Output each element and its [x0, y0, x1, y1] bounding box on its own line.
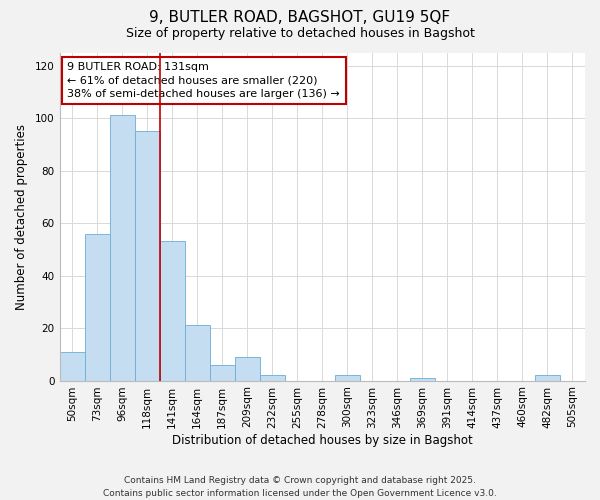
Bar [59, 352, 85, 380]
Bar [335, 376, 360, 380]
Text: 9, BUTLER ROAD, BAGSHOT, GU19 5QF: 9, BUTLER ROAD, BAGSHOT, GU19 5QF [149, 10, 451, 25]
Bar [134, 131, 160, 380]
Bar [535, 376, 560, 380]
Text: Contains HM Land Registry data © Crown copyright and database right 2025.
Contai: Contains HM Land Registry data © Crown c… [103, 476, 497, 498]
Bar [209, 365, 235, 380]
Text: Size of property relative to detached houses in Bagshot: Size of property relative to detached ho… [125, 28, 475, 40]
X-axis label: Distribution of detached houses by size in Bagshot: Distribution of detached houses by size … [172, 434, 473, 448]
Bar [185, 326, 209, 380]
Bar [410, 378, 435, 380]
Text: 9 BUTLER ROAD: 131sqm
← 61% of detached houses are smaller (220)
38% of semi-det: 9 BUTLER ROAD: 131sqm ← 61% of detached … [67, 62, 340, 98]
Bar [235, 357, 260, 380]
Bar [260, 376, 285, 380]
Bar [110, 116, 134, 380]
Bar [160, 242, 185, 380]
Bar [85, 234, 110, 380]
Y-axis label: Number of detached properties: Number of detached properties [15, 124, 28, 310]
